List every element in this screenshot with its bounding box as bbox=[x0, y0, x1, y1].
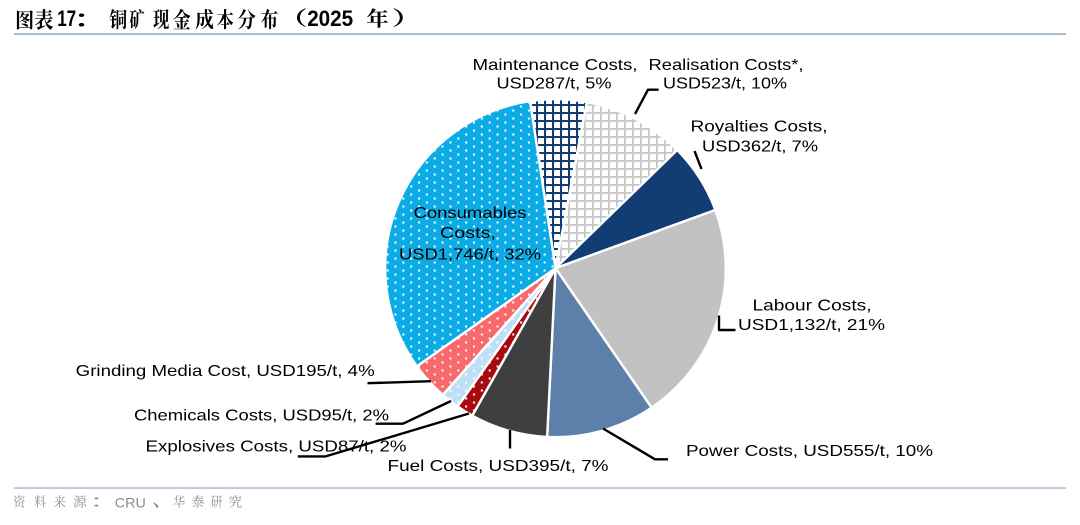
svg-text:Labour Costs,: Labour Costs, bbox=[753, 298, 872, 315]
svg-text:USD523/t, 10%: USD523/t, 10% bbox=[663, 76, 787, 93]
svg-text:Realisation Costs*,: Realisation Costs*, bbox=[649, 57, 804, 74]
svg-text:USD287/t, 5%: USD287/t, 5% bbox=[497, 76, 612, 93]
svg-text:Explosives Costs, USD87/t, 2%: Explosives Costs, USD87/t, 2% bbox=[146, 438, 407, 455]
svg-text:CRU: CRU bbox=[115, 494, 146, 510]
svg-text:17: 17 bbox=[57, 6, 76, 31]
svg-text:USD1,746/t, 32%: USD1,746/t, 32% bbox=[399, 247, 541, 264]
svg-text:Royalties Costs,: Royalties Costs, bbox=[691, 118, 828, 135]
svg-text:Consumables: Consumables bbox=[414, 205, 527, 222]
svg-text:Grinding Media Cost, USD195/t,: Grinding Media Cost, USD195/t, 4% bbox=[76, 363, 375, 380]
svg-text:Power Costs, USD555/t, 10%: Power Costs, USD555/t, 10% bbox=[686, 443, 933, 460]
svg-text:2025: 2025 bbox=[307, 6, 353, 31]
svg-text:Costs,: Costs, bbox=[440, 225, 496, 242]
svg-text:Maintenance Costs,: Maintenance Costs, bbox=[473, 57, 638, 74]
svg-text:Fuel Costs, USD395/t, 7%: Fuel Costs, USD395/t, 7% bbox=[388, 458, 609, 475]
svg-text:USD1,132/t, 21%: USD1,132/t, 21% bbox=[738, 317, 885, 334]
svg-text:Chemicals Costs, USD95/t, 2%: Chemicals Costs, USD95/t, 2% bbox=[134, 407, 389, 424]
svg-text:USD362/t, 7%: USD362/t, 7% bbox=[702, 139, 818, 156]
